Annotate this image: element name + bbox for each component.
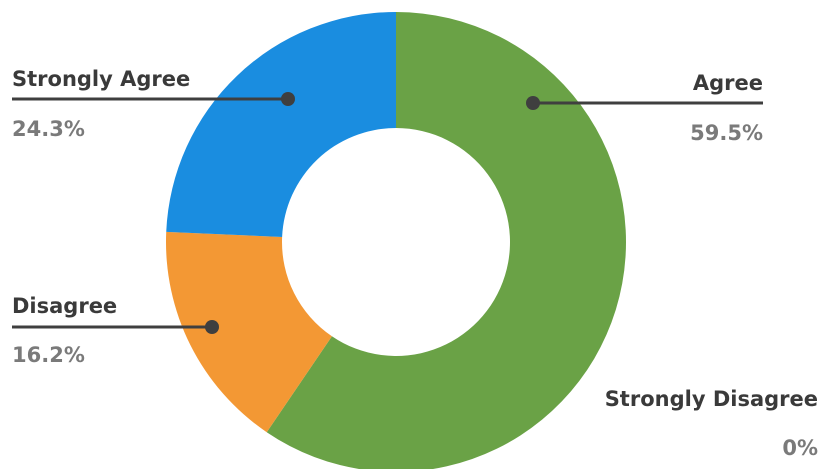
value-disagree: 16.2% <box>12 343 85 367</box>
label-disagree: Disagree <box>12 294 117 318</box>
label-agree: Agree <box>693 71 763 95</box>
value-strongly-agree: 24.3% <box>12 117 85 141</box>
leader-dot-agree <box>526 96 540 110</box>
value-strongly-disagree: 0% <box>782 436 818 460</box>
leader-lines-group <box>12 92 763 334</box>
leader-dot-disagree <box>205 320 219 334</box>
labels-group: Strongly Agree 24.3% Agree 59.5% Disagre… <box>12 67 818 460</box>
label-strongly-agree: Strongly Agree <box>12 67 190 91</box>
slice-disagree <box>166 231 332 433</box>
slices-group <box>166 12 626 469</box>
leader-dot-strongly-agree <box>281 92 295 106</box>
slice-agree <box>266 12 626 469</box>
label-strongly-disagree: Strongly Disagree <box>605 387 818 411</box>
value-agree: 59.5% <box>690 121 763 145</box>
slice-strongly-agree <box>166 12 396 237</box>
